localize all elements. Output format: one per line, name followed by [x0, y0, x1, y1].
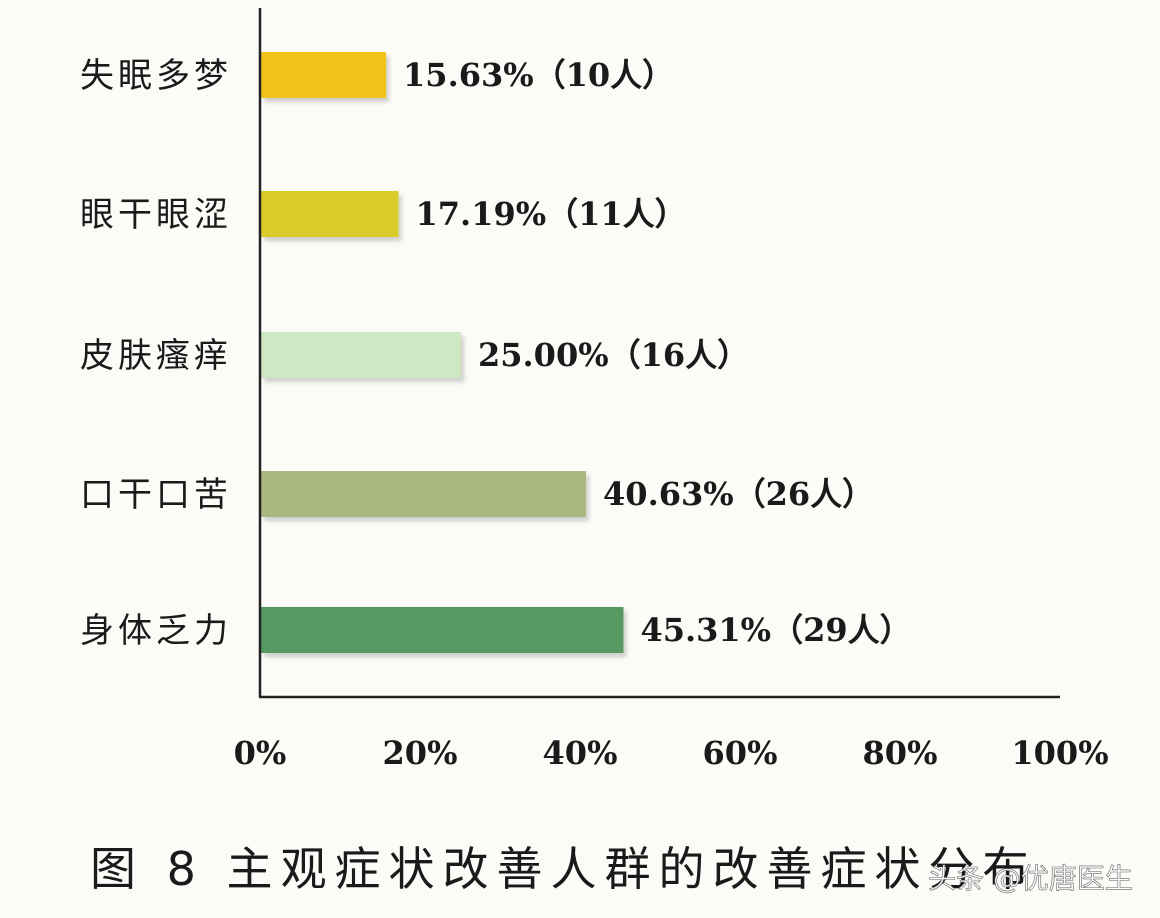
- x-tick-label-6: 100%: [1011, 734, 1108, 772]
- category-label-4: 口干口苦: [80, 475, 232, 515]
- x-tick-labels: 0% 20% 40% 60% 80% 100%: [234, 734, 1109, 772]
- data-label-5: 45.31%（29人）: [640, 611, 911, 649]
- x-tick-label-2: 20%: [383, 734, 458, 772]
- figure-caption: 图 8 主观症状改善人群的改善症状分布: [90, 842, 1037, 896]
- x-tick-label-5: 80%: [863, 734, 938, 772]
- x-tick-label-3: 40%: [543, 734, 618, 772]
- data-label-1: 15.63%（10人）: [403, 56, 674, 94]
- category-label-5: 身体乏力: [80, 611, 232, 651]
- data-label-4: 40.63%（26人）: [603, 475, 874, 513]
- watermark-text: 头条 @优唐医生: [928, 862, 1133, 895]
- bar-3: [261, 332, 461, 378]
- category-label-3: 皮肤瘙痒: [80, 336, 232, 376]
- bars-group: [261, 52, 624, 653]
- data-labels: 15.63%（10人） 17.19%（11人） 25.00%（16人） 40.63%（…: [403, 56, 912, 649]
- category-label-2: 眼干眼涩: [80, 195, 232, 235]
- category-label-1: 失眠多梦: [80, 56, 232, 96]
- x-tick-label-1: 0%: [234, 734, 287, 772]
- bar-5: [261, 607, 624, 653]
- x-tick-label-4: 60%: [703, 734, 778, 772]
- bar-2: [261, 191, 399, 237]
- bar-4: [261, 471, 587, 517]
- data-label-2: 17.19%（11人）: [416, 195, 687, 233]
- bar-1: [261, 52, 387, 98]
- data-label-3: 25.00%（16人）: [478, 336, 749, 374]
